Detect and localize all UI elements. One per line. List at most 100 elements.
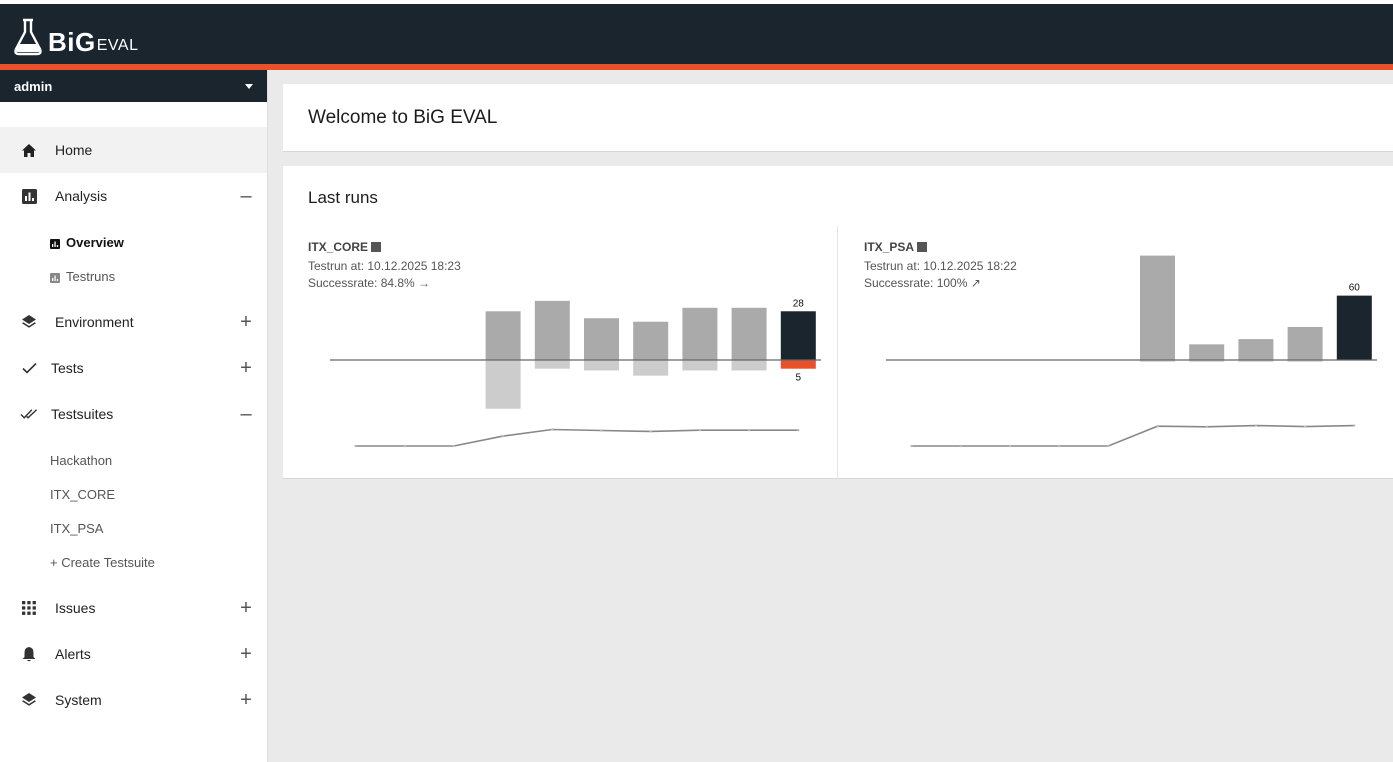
chart-bar-failed xyxy=(1287,360,1323,362)
main-nav: Home Analysis – Overview Testruns xyxy=(0,102,267,723)
sidebar-item-label: Testsuites xyxy=(51,406,114,422)
grid-icon xyxy=(20,599,38,617)
chart-bar-failed xyxy=(633,360,669,376)
chart-bar-failed xyxy=(731,360,767,371)
user-name: admin xyxy=(14,78,53,94)
chart-bar-passed xyxy=(584,318,619,360)
run-card[interactable]: ITX_PSA Testrun at: 10.12.2025 18:22 Suc… xyxy=(839,226,1393,479)
trend-point xyxy=(1205,425,1208,429)
brand-subname: EVAL xyxy=(96,37,139,54)
layers-icon xyxy=(20,691,38,709)
caret-down-icon xyxy=(245,83,253,89)
trend-point xyxy=(1057,444,1061,448)
chart-bar-failed xyxy=(1189,360,1225,362)
trend-point xyxy=(649,430,652,433)
run-card[interactable]: ITX_CORE Testrun at: 10.12.2025 18:23 Su… xyxy=(283,226,838,479)
trend-point xyxy=(698,428,702,432)
sidebar-subitem-overview[interactable]: Overview xyxy=(0,225,267,259)
sidebar-item-label: System xyxy=(55,692,102,708)
run-successrate: Successrate: 100% ↗ xyxy=(864,276,981,290)
run-chart: 28 5 xyxy=(330,298,821,448)
sidebar-item-label: Environment xyxy=(55,314,134,330)
run-timestamp: Testrun at: 10.12.2025 18:23 xyxy=(308,259,461,273)
chart-bar-failed xyxy=(584,360,619,371)
expand-icon[interactable]: + xyxy=(240,311,252,333)
trend-line xyxy=(911,424,1355,447)
sidebar-subitem-label: Testruns xyxy=(66,268,116,284)
create-testsuite-link[interactable]: + Create Testsuite xyxy=(50,554,155,570)
chart-bar-failed xyxy=(534,360,570,369)
trend-point xyxy=(1254,424,1258,427)
chart-bar-failed xyxy=(1140,360,1175,362)
chart-bar-passed xyxy=(1140,255,1175,360)
bar-chart-icon xyxy=(50,237,60,249)
run-timestamp: Testrun at: 10.12.2025 18:22 xyxy=(864,259,1017,273)
sidebar-item-testsuites[interactable]: Testsuites – xyxy=(0,391,267,437)
flask-icon xyxy=(12,17,44,57)
chart-bar-failed xyxy=(1238,360,1274,362)
chart-bar-failed xyxy=(682,360,718,371)
trend-point xyxy=(452,444,456,448)
sidebar-item-tests[interactable]: Tests + xyxy=(0,345,267,391)
header-accent-line xyxy=(0,64,1393,70)
bar-chart-icon xyxy=(371,242,382,252)
expand-icon[interactable]: + xyxy=(240,689,252,711)
last-runs-card: Last runs ITX_CORE Testrun at: 10.12.202… xyxy=(283,166,1393,479)
expand-icon[interactable]: + xyxy=(240,597,252,619)
sidebar-subitem-label: Overview xyxy=(66,234,124,250)
trend-point xyxy=(747,428,751,432)
home-icon xyxy=(20,141,38,159)
trend-point xyxy=(910,444,913,448)
trend-point xyxy=(551,428,554,431)
sidebar-item-label: Analysis xyxy=(55,188,108,204)
sidebar-subitem-testsuite[interactable]: Hackathon xyxy=(50,452,113,468)
collapse-icon[interactable]: – xyxy=(240,185,252,207)
run-title[interactable]: ITX_CORE xyxy=(308,240,382,254)
sidebar-item-home[interactable]: Home xyxy=(0,127,267,173)
chart-bar-failed xyxy=(485,360,521,409)
section-title: Last runs xyxy=(308,188,378,207)
welcome-card: Welcome to BiG EVAL xyxy=(283,84,1393,152)
trend-point xyxy=(501,434,505,438)
collapse-icon[interactable]: – xyxy=(240,403,252,425)
app-logo[interactable]: BiG EVAL xyxy=(12,17,138,57)
sidebar-item-alerts[interactable]: Alerts + xyxy=(0,631,267,677)
expand-icon[interactable]: + xyxy=(240,357,252,379)
header-top-strip xyxy=(0,0,1393,4)
page-title: Welcome to BiG EVAL xyxy=(308,106,498,128)
chart-bar-passed xyxy=(485,311,521,360)
trend-line xyxy=(355,428,799,447)
sidebar-item-label: Alerts xyxy=(55,646,91,662)
sidebar-item-label: Issues xyxy=(55,600,96,616)
trend-point xyxy=(600,429,603,432)
run-chart: 60 xyxy=(886,255,1377,448)
run-title[interactable]: ITX_PSA xyxy=(864,240,928,254)
chart-bar-passed xyxy=(1189,344,1225,360)
bar-chart-icon xyxy=(50,271,60,283)
sidebar-subitem-testruns[interactable]: Testruns xyxy=(0,259,267,293)
chart-bar-passed xyxy=(633,321,669,360)
expand-icon[interactable]: + xyxy=(240,643,252,665)
trend-point xyxy=(1107,444,1110,448)
chart-bar-passed xyxy=(1287,326,1323,360)
trend-point xyxy=(1156,425,1159,428)
sidebar-item-label: Tests xyxy=(51,360,84,376)
sidebar-item-system[interactable]: System + xyxy=(0,677,267,723)
sidebar-subitem-testsuite[interactable]: ITX_CORE xyxy=(50,486,116,502)
data-label: 60 xyxy=(1349,283,1361,294)
sidebar-item-analysis[interactable]: Analysis – xyxy=(0,173,267,219)
trend-point xyxy=(1303,425,1307,428)
sidebar-item-issues[interactable]: Issues + xyxy=(0,585,267,631)
sidebar-subitem-testsuite[interactable]: ITX_PSA xyxy=(50,520,104,536)
user-menu[interactable]: admin xyxy=(0,70,267,102)
run-name: ITX_PSA xyxy=(864,240,915,254)
trend-point xyxy=(959,444,962,448)
check-icon xyxy=(20,359,38,377)
top-header: BiG EVAL xyxy=(0,0,1393,70)
sidebar-item-environment[interactable]: Environment + xyxy=(0,299,267,345)
double-check-icon xyxy=(20,405,38,423)
bar-chart-icon xyxy=(917,242,928,252)
chart-bar-passed xyxy=(1238,339,1274,360)
run-name: ITX_CORE xyxy=(308,240,369,254)
data-label: 28 xyxy=(793,298,805,309)
